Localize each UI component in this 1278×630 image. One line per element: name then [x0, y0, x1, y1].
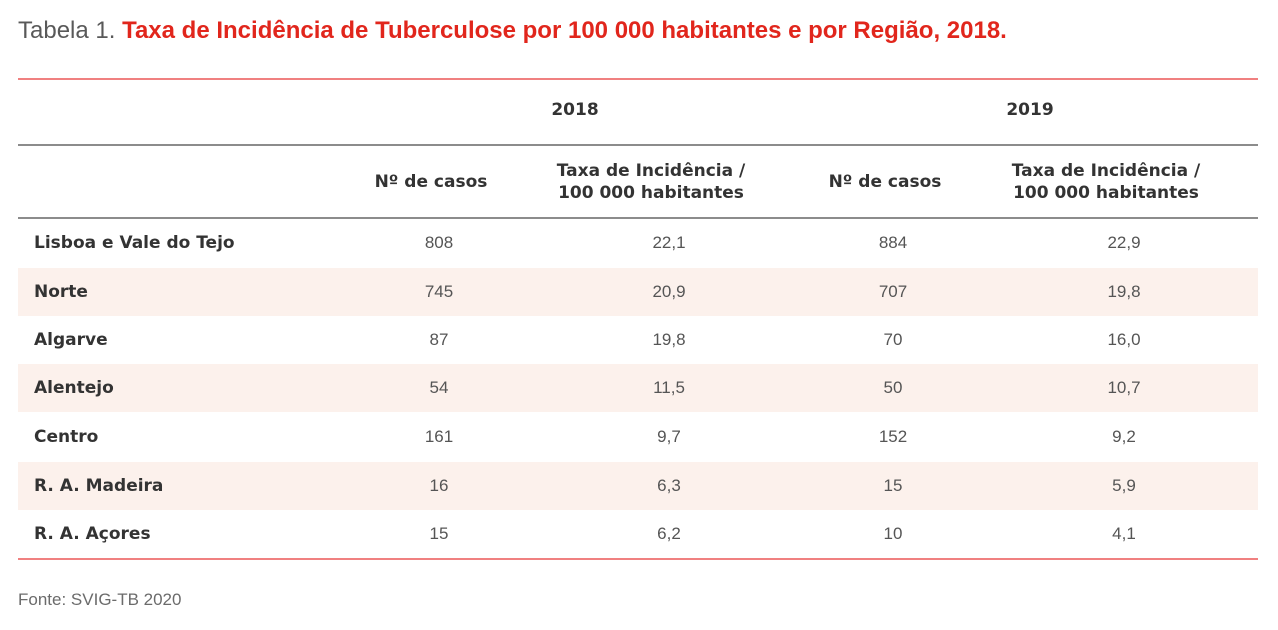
rate-2019-cell: 19,8: [1107, 282, 1141, 301]
cases-2018-cell: 16: [429, 476, 449, 495]
rate-2019-cell: 22,9: [1107, 233, 1141, 252]
region-cell: Alentejo: [34, 378, 114, 398]
table-row: Algarve 87 19,8 70 16,0: [18, 316, 1258, 364]
top-divider: [18, 78, 1258, 80]
rate-2018-cell: 9,7: [657, 427, 681, 446]
cases-2018-cell: 161: [424, 427, 454, 446]
region-cell: Norte: [34, 282, 88, 302]
table-title-main: Taxa de Incidência de Tuberculose por 10…: [122, 17, 1007, 44]
rate-2018-cell: 19,8: [652, 330, 686, 349]
rate-2018-cell: 6,3: [657, 476, 681, 495]
col-cases-2019: Nº de casos: [828, 172, 942, 192]
cases-2018-cell: 15: [429, 524, 449, 543]
col-rate-2019-line1: Taxa de Incidência /: [1011, 161, 1201, 181]
col-rate-2019: Taxa de Incidência / 100 000 habitantes: [986, 160, 1226, 204]
col-rate-2019-line2: 100 000 habitantes: [1013, 183, 1199, 203]
cases-2018-cell: 808: [424, 233, 454, 252]
rate-2018-cell: 22,1: [652, 233, 686, 252]
cases-2019-cell: 15: [883, 476, 903, 495]
year-divider: [18, 144, 1258, 146]
cases-2019-cell: 70: [883, 330, 903, 349]
col-rate-2018: Taxa de Incidência / 100 000 habitantes: [531, 160, 771, 204]
region-cell: Centro: [34, 427, 99, 447]
rate-2019-cell: 5,9: [1112, 476, 1136, 495]
cases-2019-cell: 50: [883, 378, 903, 397]
header-divider: [18, 217, 1258, 219]
col-cases-2018: Nº de casos: [374, 172, 488, 192]
cases-2019-cell: 884: [878, 233, 908, 252]
region-cell: R. A. Açores: [34, 524, 151, 544]
region-cell: Lisboa e Vale do Tejo: [34, 233, 235, 253]
table-row: R. A. Açores 15 6,2 10 4,1: [18, 510, 1258, 558]
rate-2019-cell: 16,0: [1107, 330, 1141, 349]
rate-2019-cell: 4,1: [1112, 524, 1136, 543]
year-header-2018: 2018: [551, 100, 599, 120]
table-title: Tabela 1. Taxa de Incidência de Tubercul…: [18, 14, 1007, 49]
year-header-2019: 2019: [1006, 100, 1054, 120]
table-row: Centro 161 9,7 152 9,2: [18, 413, 1258, 461]
table-row: Lisboa e Vale do Tejo 808 22,1 884 22,9: [18, 219, 1258, 267]
rate-2019-cell: 10,7: [1107, 378, 1141, 397]
table-title-prefix: Tabela 1.: [18, 17, 123, 44]
table-row: R. A. Madeira 16 6,3 15 5,9: [18, 462, 1258, 510]
rate-2019-cell: 9,2: [1112, 427, 1136, 446]
rate-2018-cell: 20,9: [652, 282, 686, 301]
source-note: Fonte: SVIG-TB 2020: [18, 590, 182, 609]
table-row: Alentejo 54 11,5 50 10,7: [18, 364, 1258, 412]
rate-2018-cell: 6,2: [657, 524, 681, 543]
cases-2018-cell: 745: [424, 282, 454, 301]
col-rate-2018-line2: 100 000 habitantes: [558, 183, 744, 203]
region-cell: R. A. Madeira: [34, 476, 164, 496]
col-rate-2018-line1: Taxa de Incidência /: [556, 161, 746, 181]
cases-2019-cell: 707: [878, 282, 908, 301]
region-cell: Algarve: [34, 330, 108, 350]
bottom-divider: [18, 558, 1258, 560]
cases-2019-cell: 152: [878, 427, 908, 446]
cases-2018-cell: 54: [429, 378, 449, 397]
rate-2018-cell: 11,5: [653, 378, 685, 397]
cases-2019-cell: 10: [883, 524, 903, 543]
table-row: Norte 745 20,9 707 19,8: [18, 268, 1258, 316]
cases-2018-cell: 87: [429, 330, 449, 349]
